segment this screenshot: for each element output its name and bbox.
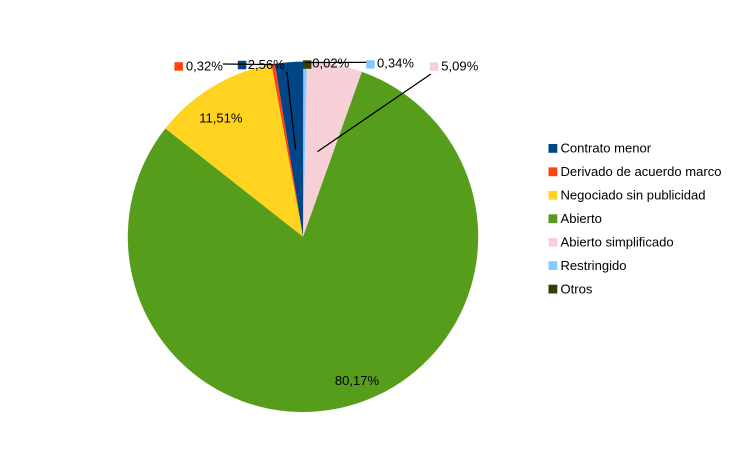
- svg-text:5,09%: 5,09%: [441, 59, 478, 74]
- svg-text:11,51%: 11,51%: [199, 110, 243, 125]
- svg-text:Otros: Otros: [561, 281, 593, 296]
- svg-text:Restringido: Restringido: [561, 258, 627, 273]
- svg-text:0,32%: 0,32%: [186, 59, 223, 74]
- svg-text:0,02%: 0,02%: [312, 56, 349, 71]
- svg-text:80,17%: 80,17%: [335, 373, 380, 388]
- svg-text:Contrato menor: Contrato menor: [561, 141, 652, 156]
- svg-text:Abierto: Abierto: [561, 211, 602, 226]
- svg-text:Abierto simplificado: Abierto simplificado: [561, 234, 674, 249]
- svg-text:Negociado sin publicidad: Negociado sin publicidad: [561, 188, 706, 203]
- svg-text:2,56%: 2,56%: [248, 57, 285, 72]
- svg-text:Derivado de acuerdo marco: Derivado de acuerdo marco: [561, 164, 722, 179]
- svg-text:0,34%: 0,34%: [377, 56, 414, 71]
